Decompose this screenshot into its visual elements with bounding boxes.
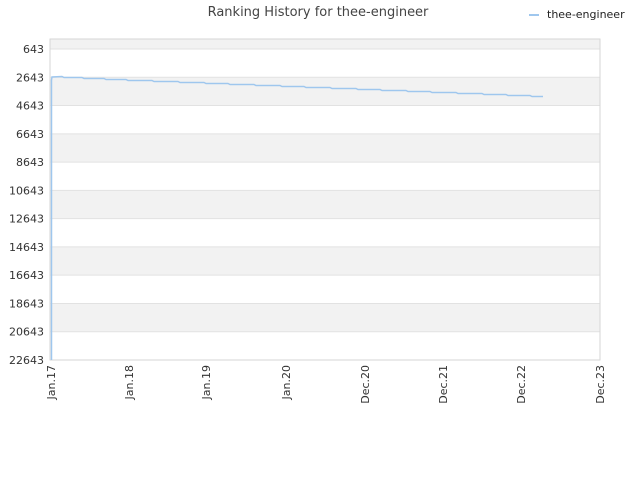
background-bands xyxy=(50,39,600,360)
y-tick-label-2: 4643 xyxy=(16,100,44,113)
x-tick-label-3: Jan.20 xyxy=(280,365,293,400)
y-tick-label-3: 6643 xyxy=(16,128,44,141)
y-axis-ticks: 643 2643 4643 6643 8643 10643 12643 14643 16643 1… xyxy=(9,43,44,367)
legend-label-thee-engineer: thee-engineer xyxy=(547,8,625,21)
band-2 xyxy=(50,77,600,106)
y-tick-label-1: 2643 xyxy=(16,71,44,84)
x-tick-label-7: Dec.23 xyxy=(594,365,607,404)
band-7 xyxy=(50,218,600,247)
x-tick-label-0: Jan.17 xyxy=(45,365,58,400)
y-tick-label-5: 10643 xyxy=(9,184,44,197)
y-tick-label-10: 20643 xyxy=(9,326,44,339)
x-tick-label-6: Dec.22 xyxy=(515,365,528,404)
band-5 xyxy=(50,162,600,191)
y-tick-label-0: 643 xyxy=(23,43,44,56)
band-8 xyxy=(50,246,600,276)
x-tick-label-4: Dec.20 xyxy=(359,365,372,404)
series-line-thee-engineer xyxy=(50,75,543,360)
y-tick-label-11: 22643 xyxy=(9,354,44,367)
plot-area-border xyxy=(49,38,601,361)
x-tick-label-1: Jan.18 xyxy=(123,365,136,400)
y-tick-label-9: 18643 xyxy=(9,297,44,310)
x-tick-label-2: Jan.19 xyxy=(200,365,213,400)
band-10 xyxy=(50,303,600,332)
chart-title: Ranking History for thee-engineer xyxy=(208,5,429,20)
y-tick-label-7: 14643 xyxy=(9,241,44,254)
band-9 xyxy=(50,275,600,304)
y-tick-label-6: 12643 xyxy=(9,213,44,226)
legend: thee-engineer xyxy=(529,8,625,21)
band-3 xyxy=(50,105,600,134)
y-tick-label-4: 8643 xyxy=(16,156,44,169)
band-4 xyxy=(50,133,600,163)
series-layer xyxy=(50,75,543,360)
x-tick-label-5: Dec.21 xyxy=(437,365,450,404)
band-1 xyxy=(50,49,600,78)
x-axis-ticks: Jan.17 Jan.18 Jan.19 Jan.20 Dec.20 Dec.21 Dec.… xyxy=(45,365,607,404)
band-6 xyxy=(50,190,600,219)
band-11 xyxy=(50,331,600,360)
band-0 xyxy=(50,39,600,49)
y-tick-label-8: 16643 xyxy=(9,269,44,282)
